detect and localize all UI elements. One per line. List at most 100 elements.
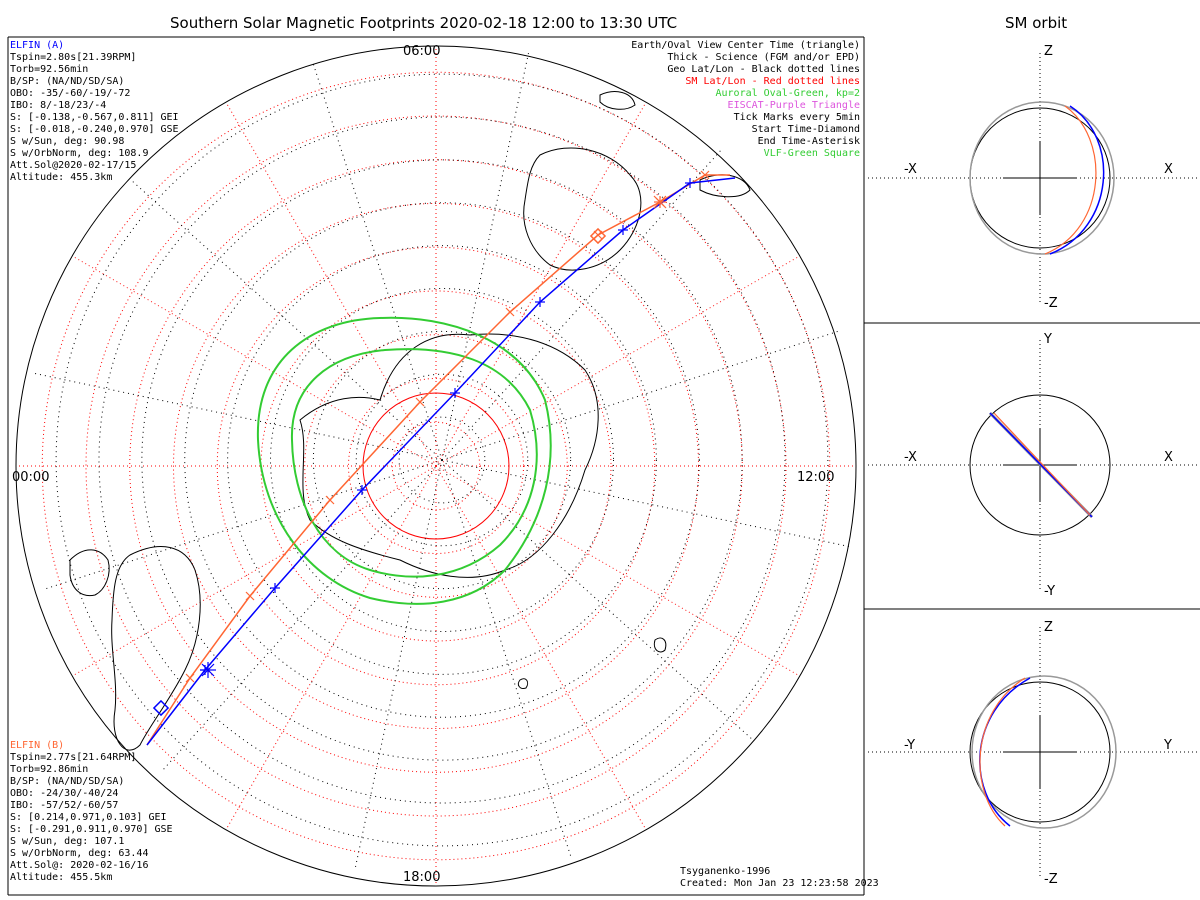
auroral-oval-inner <box>290 348 538 578</box>
geo-meridian <box>311 60 443 461</box>
geo-meridian <box>129 178 443 461</box>
time-label-top: 06:00 <box>403 44 441 59</box>
elfin-a-line: IBO: 8/-18/23/-4 <box>10 100 107 111</box>
elfin-b-line: S w/Sun, deg: 107.1 <box>10 836 125 847</box>
sm-latitude-circle <box>391 421 481 511</box>
geo-meridian <box>441 459 853 548</box>
elfin-b-line: Tspin=2.77s[21.64RPM] <box>10 752 137 763</box>
sm-latitude-circle <box>304 334 568 598</box>
elfin-b-end-asterisk <box>653 195 667 209</box>
elfin-b-line: S: [-0.291,0.911,0.970] GSE <box>10 824 173 835</box>
sm-meridian <box>72 465 437 677</box>
sm-meridian <box>72 255 437 467</box>
sm-latitude-circle <box>260 290 612 642</box>
coastline <box>599 91 636 110</box>
legend-item: Thick - Science (FGM and/or EPD) <box>667 52 860 63</box>
elfin-a-tick <box>685 178 695 188</box>
geo-latitude-circle <box>98 116 786 804</box>
coastline <box>517 678 529 689</box>
tick-stroke <box>325 495 335 505</box>
geo-latitude-circle <box>355 373 529 547</box>
elfin-a-line: Altitude: 455.3km <box>10 172 113 183</box>
legend-item: Auroral Oval-Green, kp=2 <box>715 88 861 99</box>
orbit-path-gray <box>969 101 1115 255</box>
elfin-a-line: OBO: -35/-60/-19/-72 <box>10 88 131 99</box>
geo-latitude-circle <box>141 159 743 761</box>
legend-item: Geo Lat/Lon - Black dotted lines <box>667 64 860 75</box>
coastline <box>523 147 642 271</box>
orbit-3-right-label: Y <box>1164 738 1172 753</box>
geo-meridian <box>441 49 530 461</box>
elfin-a-line: S: [-0.138,-0.567,0.811] GEI <box>10 112 179 123</box>
legend-item: Earth/Oval View Center Time (triangle) <box>631 40 860 51</box>
sm-latitude-circle <box>216 246 656 686</box>
orbit-path-a <box>1049 105 1105 255</box>
time-label-right: 12:00 <box>797 470 835 485</box>
orbit-path-gray <box>971 675 1117 829</box>
elfin-a-tick <box>535 297 545 307</box>
orbit-title: SM orbit <box>1005 14 1068 32</box>
legend-item: End Time-Asterisk <box>757 136 860 147</box>
orbit-1-right-label: X <box>1164 162 1173 177</box>
elfin-b-line: Altitude: 455.5km <box>10 872 113 883</box>
time-label-bottom: 18:00 <box>403 870 441 885</box>
elfin-a-info: ELFIN (A) Tspin=2.80s[21.39RPM] Torb=92.… <box>10 40 179 184</box>
tick-stroke <box>185 673 195 683</box>
orbit-panels <box>868 53 1200 877</box>
orbit-panel <box>868 340 1200 590</box>
coastline <box>69 549 110 597</box>
legend: Earth/Oval View Center Time (triangle) T… <box>631 40 860 160</box>
geo-meridian <box>441 147 724 461</box>
coastline <box>111 546 201 751</box>
sm-meridian <box>435 465 800 677</box>
geo-meridian <box>441 329 842 461</box>
elfin-b-line: S: [0.214,0.971,0.103] GEI <box>10 812 167 823</box>
orbit-3-left-label: -Y <box>904 738 916 753</box>
elfin-a-tick <box>357 485 367 495</box>
elfin-b-tick <box>185 673 195 683</box>
map-horizon-circle <box>15 45 857 887</box>
sm-meridian <box>225 102 437 467</box>
footer: Tsyganenko-1996 Created: Mon Jan 23 12:2… <box>680 866 879 890</box>
sm-latitude-circle <box>173 203 699 729</box>
sm-latitude-circle <box>85 115 787 817</box>
sm-latitude-circle <box>348 378 524 554</box>
elfin-b-track <box>146 174 730 746</box>
legend-item: Tick Marks every 5min <box>733 112 860 123</box>
earth-circle <box>969 394 1111 536</box>
footprint-tracks <box>146 170 736 746</box>
time-label-left: 00:00 <box>12 470 50 485</box>
orbit-path-b <box>979 677 1026 827</box>
created-timestamp: Created: Mon Jan 23 12:23:58 2023 <box>680 878 879 889</box>
elfin-b-tick <box>245 591 255 601</box>
tick-stroke <box>415 397 425 407</box>
elfin-b-line: IBO: -57/52/-60/57 <box>10 800 119 811</box>
elfin-a-name: ELFIN (A) <box>10 40 65 51</box>
elfin-b-tick <box>415 397 425 407</box>
sm-latitude-circle <box>41 71 831 861</box>
geo-meridian <box>354 459 443 871</box>
orbit-2-up-label: Y <box>1044 332 1052 347</box>
legend-item: VLF-Green Square <box>763 148 860 159</box>
sm-meridian <box>225 465 437 830</box>
auroral-oval-outer <box>256 316 552 605</box>
coastline <box>299 333 599 578</box>
elfin-a-line: S: [-0.018,-0.240,0.970] GSE <box>10 124 179 135</box>
geo-latitude-circle <box>398 416 486 504</box>
earth-circle <box>969 681 1111 823</box>
orbit-panel <box>868 627 1200 877</box>
geo-meridian <box>441 459 573 860</box>
orbit-path-b <box>1044 105 1097 255</box>
orbit-path-b <box>993 412 1091 516</box>
elfin-b-tick <box>700 170 710 180</box>
sm-latitude-circle <box>129 159 743 773</box>
main-title: Southern Solar Magnetic Footprints 2020-… <box>170 14 678 32</box>
orbit-3-down-label: -Z <box>1044 872 1058 887</box>
coastline <box>653 637 667 653</box>
coastlines <box>69 91 751 751</box>
geo-meridian <box>441 459 755 742</box>
elfin-b-tick <box>325 495 335 505</box>
orbit-2-left-label: -X <box>904 450 917 465</box>
model-name: Tsyganenko-1996 <box>680 866 771 877</box>
sm-meridian <box>435 465 647 830</box>
